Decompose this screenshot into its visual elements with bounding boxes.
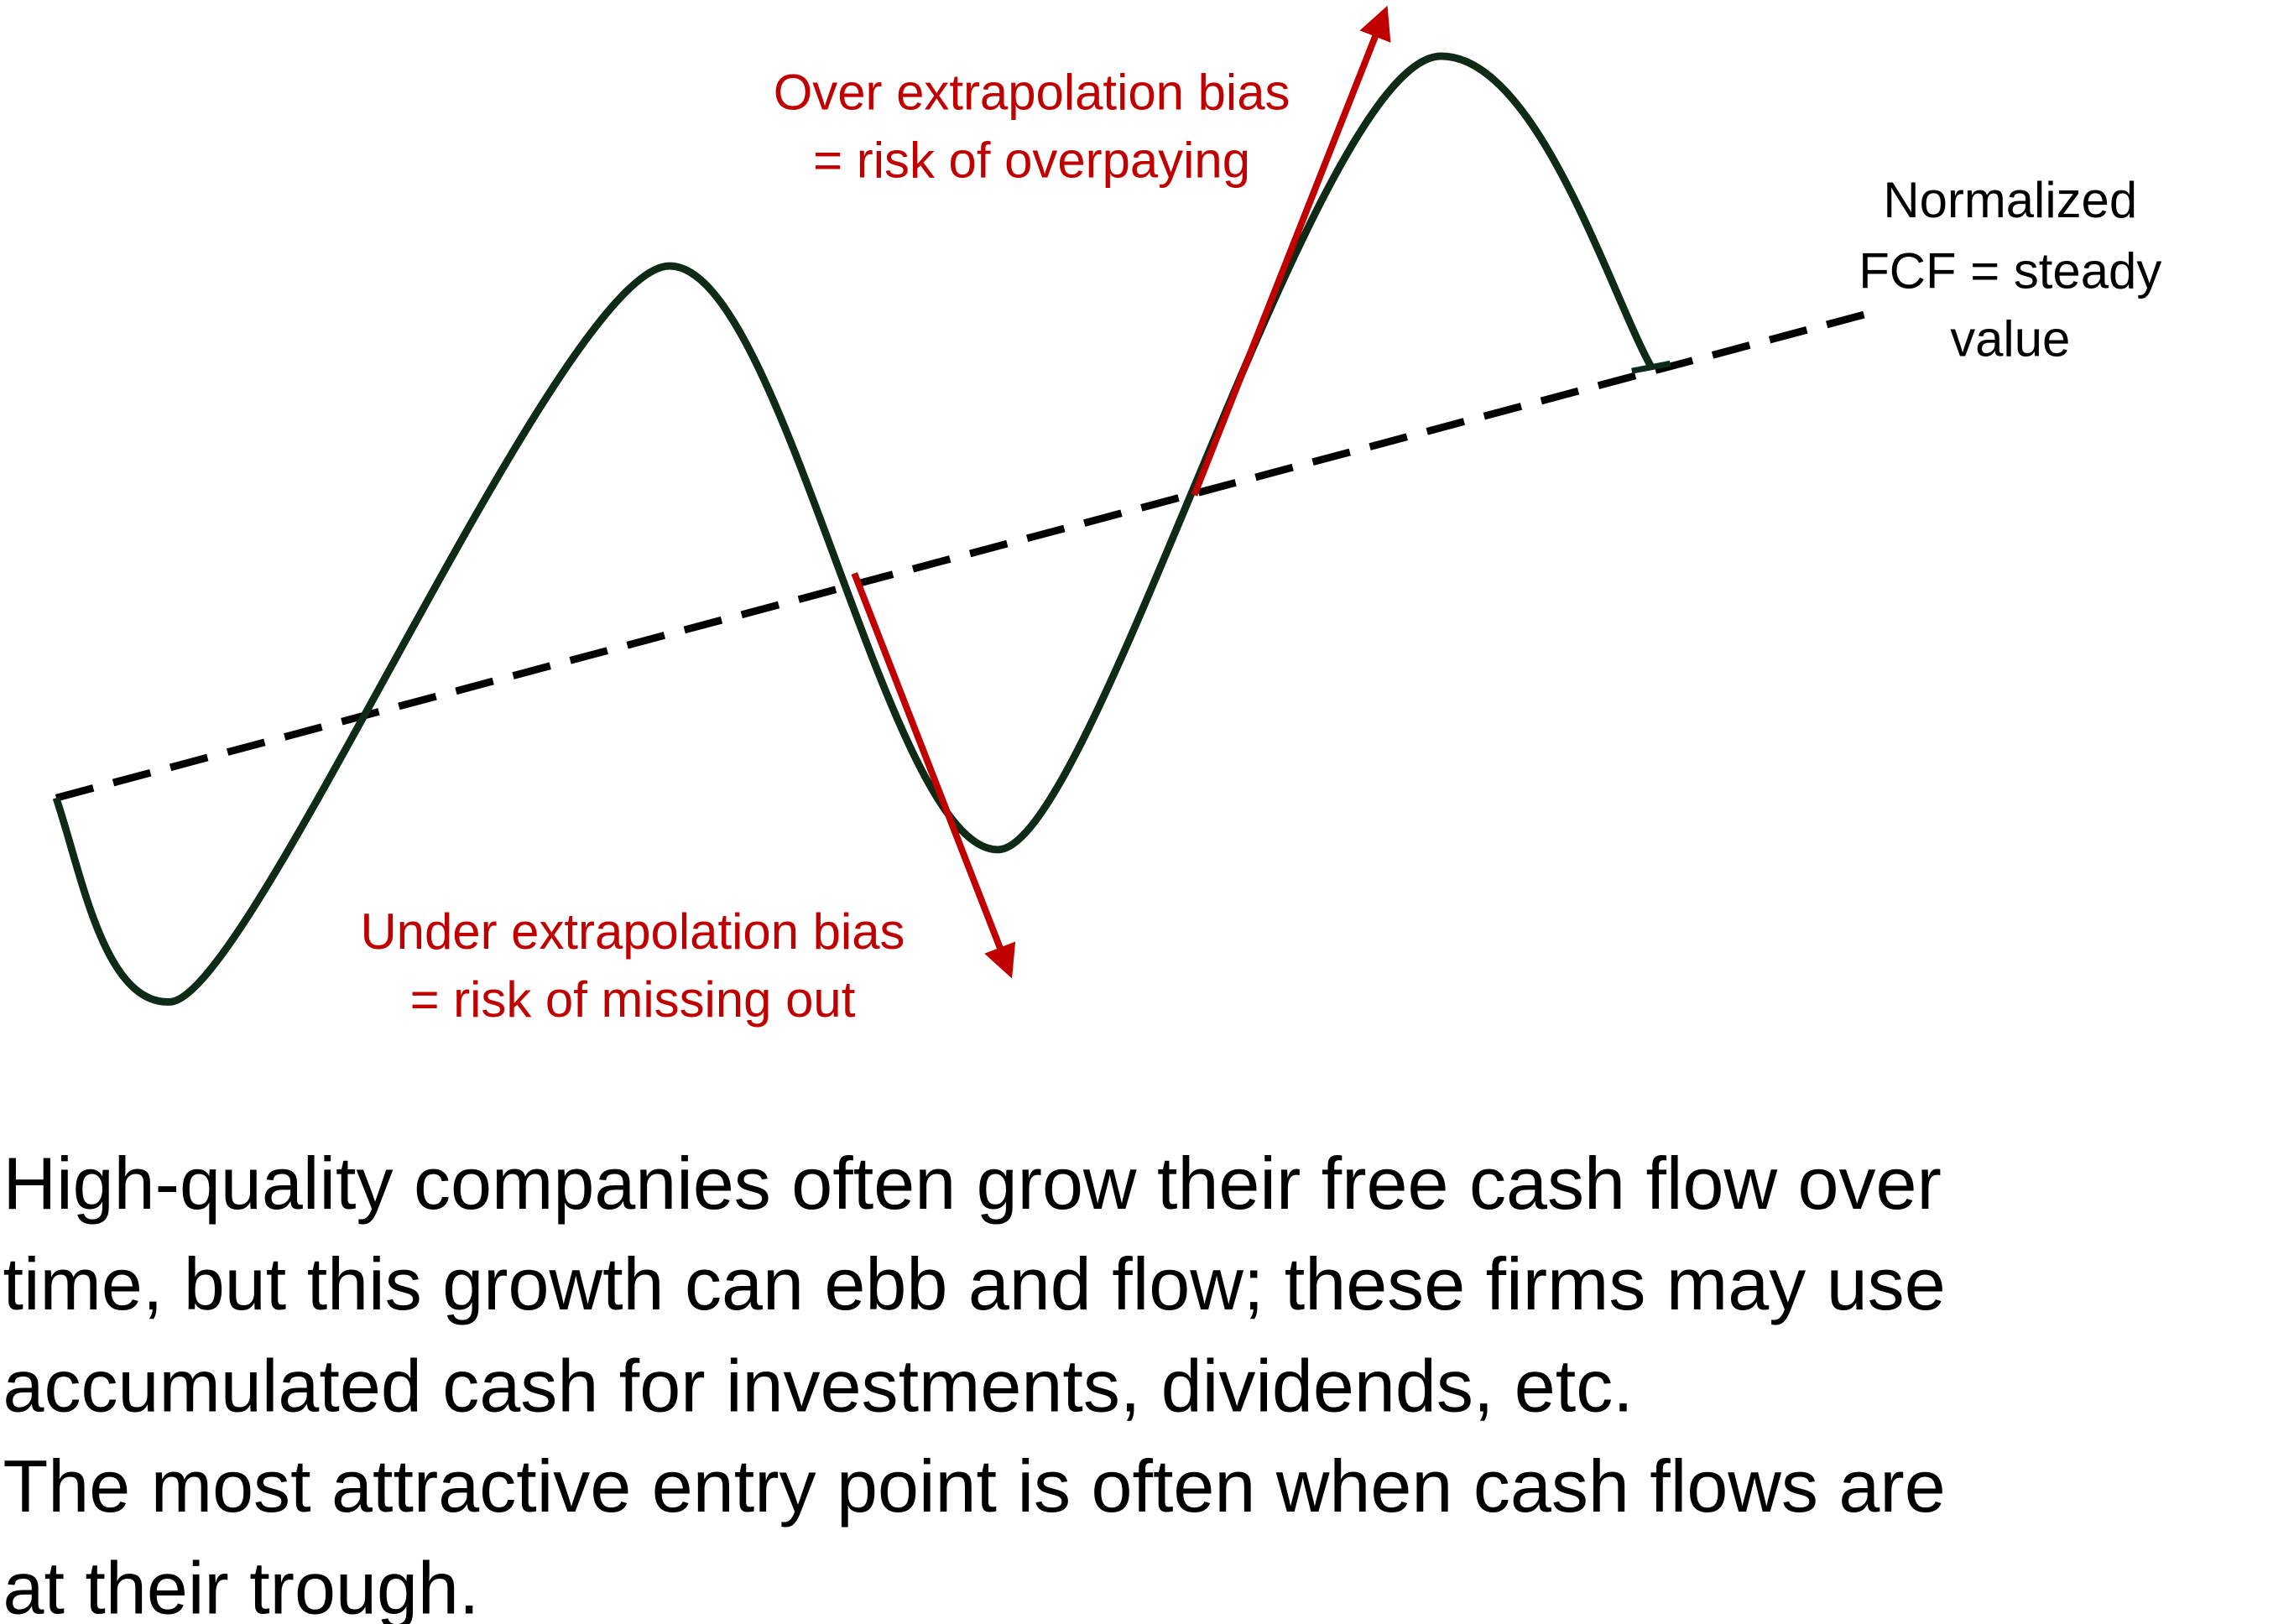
over-arrow (1191, 5, 1391, 497)
normalized-label: Normalized (1883, 172, 2137, 228)
fcf-curve (52, 52, 1655, 1006)
caption-line: time, but this growth can ebb and flow; … (3, 1242, 1946, 1325)
normalized-line (55, 306, 1881, 802)
caption-line: accumulated cash for investments, divide… (3, 1344, 1634, 1427)
caption-line: The most attractive entry point is often… (3, 1444, 1946, 1528)
normalized-label: value (1950, 311, 2070, 367)
under-label: Under extrapolation bias (360, 903, 905, 960)
caption-line: at their trough. (3, 1547, 480, 1624)
curve-end (1631, 360, 1671, 374)
under-arrow (851, 572, 1016, 979)
caption-line: High-quality companies often grow their … (3, 1142, 1942, 1225)
under-label: = risk of missing out (410, 971, 856, 1028)
over-label: Over extrapolation bias (774, 64, 1290, 120)
over-label: = risk of overpaying (813, 132, 1250, 188)
normalized-label: FCF = steady (1859, 243, 2161, 299)
